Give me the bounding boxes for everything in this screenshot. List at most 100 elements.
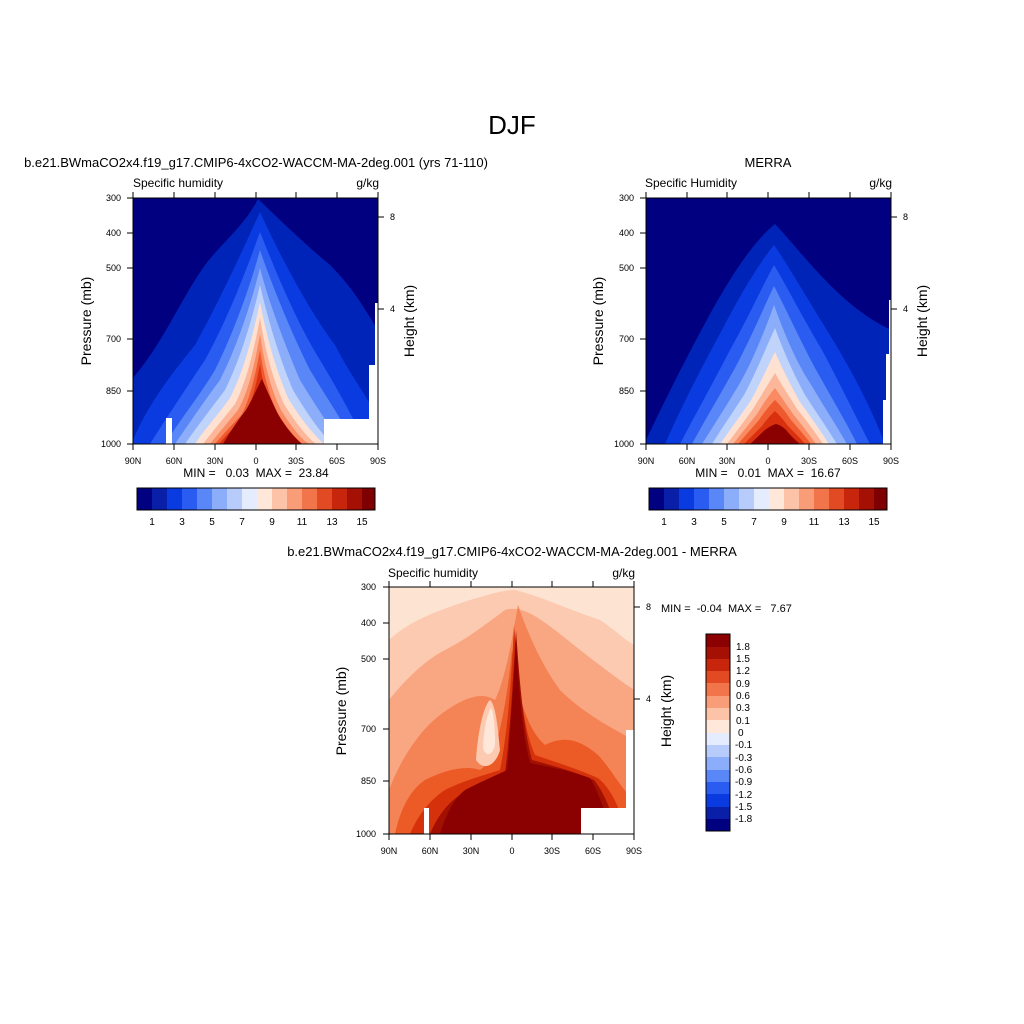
y-tick-1000: 1000 <box>356 829 376 839</box>
obs-y-ticks: 300 400 500 700 850 1000 <box>614 193 634 449</box>
diff-level-7 <box>440 640 612 834</box>
cbar-label-15: 15 <box>868 517 880 528</box>
cbar-box-6 <box>212 488 227 510</box>
cbar-box-9 <box>257 488 272 510</box>
cbar-label-15: 15 <box>356 517 368 528</box>
panel-model: b.e21.BWmaCO2x4.f19_g17.CMIP6-4xCO2-WACC… <box>24 155 488 528</box>
x-tick-30s: 30S <box>288 456 304 466</box>
cbar-label-7: 7 <box>751 517 757 528</box>
y-tick-500: 500 <box>361 654 376 664</box>
x-tick-60n: 60N <box>166 456 183 466</box>
obs-left-label: Specific Humidity <box>645 176 737 190</box>
x-tick-90s: 90S <box>370 456 386 466</box>
model-right-axis-label: Height (km) <box>401 285 417 357</box>
height-tick-4: 4 <box>646 694 651 704</box>
cbar-box-2 <box>152 488 167 510</box>
cbar-box-14 <box>706 794 730 807</box>
height-tick-8: 8 <box>390 212 395 222</box>
panel-obs: MERRA Specific Humidity g/kg 300 400 500 <box>590 155 930 528</box>
cbar-labels: 1.8 1.5 1.2 0.9 0.6 0.3 0.1 0 -0.1 -0.3 … <box>735 642 753 825</box>
y-tick-1000: 1000 <box>101 439 121 449</box>
x-tick-60s: 60S <box>842 456 858 466</box>
cbar-label-1-8: 1.8 <box>736 642 750 653</box>
cbar-labels: 1 3 5 7 9 11 13 15 <box>149 517 368 528</box>
model-y-ticks: 300 400 500 700 850 1000 <box>101 193 121 449</box>
cbar-label-9: 9 <box>781 517 787 528</box>
cbar-box-10 <box>784 488 799 510</box>
cbar-box-7 <box>706 708 730 720</box>
cbar-box-14 <box>844 488 859 510</box>
cbar-label-11: 11 <box>297 517 308 528</box>
y-tick-500: 500 <box>619 263 634 273</box>
diff-right-label: g/kg <box>612 566 635 580</box>
model-colorbar: 1 3 5 7 9 11 13 15 <box>136 487 376 528</box>
model-title: b.e21.BWmaCO2x4.f19_g17.CMIP6-4xCO2-WACC… <box>24 155 488 170</box>
cbar-label-7: 7 <box>239 517 245 528</box>
obs-missing-3 <box>889 300 891 354</box>
cbar-box-13 <box>829 488 844 510</box>
y-tick-700: 700 <box>619 334 634 344</box>
cbar-label-1-5: 1.5 <box>736 654 750 665</box>
cbar-frame <box>705 633 731 832</box>
y-tick-300: 300 <box>619 193 634 203</box>
cbar-label-neg-0-6: -0.6 <box>735 765 753 776</box>
x-tick-30n: 30N <box>719 456 736 466</box>
cbar-box-8 <box>754 488 769 510</box>
cbar-box-8 <box>706 720 730 733</box>
diff-contours <box>389 587 634 834</box>
y-tick-400: 400 <box>361 618 376 628</box>
diff-pocket-2 <box>483 708 495 755</box>
cbar-box-6 <box>724 488 739 510</box>
diff-missing-3 <box>626 730 634 808</box>
cbar-box-11 <box>287 488 302 510</box>
cbar-box-7 <box>739 488 754 510</box>
cbar-label-neg-1-8: -1.8 <box>735 814 753 825</box>
cbar-box-7 <box>227 488 242 510</box>
model-x-ticks: 90N 60N 30N 0 30S 60S 90S <box>125 456 386 466</box>
obs-colorbar: 1 3 5 7 9 11 13 15 <box>648 487 888 528</box>
cbar-box-4 <box>694 488 709 510</box>
cbar-label-1-2: 1.2 <box>736 666 750 677</box>
cbar-box-15 <box>347 488 362 510</box>
cbar-labels: 1 3 5 7 9 11 13 15 <box>661 517 880 528</box>
cbar-label-0-1: 0.1 <box>736 716 750 727</box>
cbar-frame <box>136 487 376 511</box>
obs-x-ticks: 90N 60N 30N 0 30S 60S 90S <box>638 456 899 466</box>
diff-tick-marks <box>383 581 640 840</box>
cbar-box-13 <box>706 782 730 794</box>
obs-height-ticks: 8 4 <box>903 212 908 314</box>
cbar-box-3 <box>167 488 182 510</box>
y-tick-400: 400 <box>619 228 634 238</box>
model-missing-2 <box>324 419 378 444</box>
diff-right-axis-label: Height (km) <box>658 675 674 747</box>
cbar-box-12 <box>706 770 730 782</box>
cbar-label-neg-0-3: -0.3 <box>735 753 753 764</box>
cbar-label-neg-0-9: -0.9 <box>735 777 753 788</box>
cbar-label-9: 9 <box>269 517 275 528</box>
cbar-box-10 <box>706 745 730 757</box>
model-contours <box>133 198 378 444</box>
x-tick-0: 0 <box>509 846 514 856</box>
cbar-label-0-3: 0.3 <box>736 703 750 714</box>
cbar-box-13 <box>317 488 332 510</box>
model-level-12 <box>223 379 302 444</box>
x-tick-30s: 30S <box>801 456 817 466</box>
cbar-label-1: 1 <box>149 517 155 528</box>
cbar-box-11 <box>799 488 814 510</box>
cbar-box-4 <box>182 488 197 510</box>
diff-missing-1 <box>424 808 429 834</box>
obs-y-axis-label: Pressure (mb) <box>590 277 606 366</box>
x-tick-90s: 90S <box>626 846 642 856</box>
obs-tick-marks <box>640 192 897 450</box>
cbar-box-4 <box>706 671 730 683</box>
cbar-label-neg-1-5: -1.5 <box>735 802 753 813</box>
cbar-box-5 <box>706 683 730 696</box>
model-stats: MIN = 0.03 MAX = 23.84 <box>183 466 329 480</box>
page-title: DJF <box>488 110 536 140</box>
cbar-box-2 <box>706 647 730 659</box>
cbar-box-11 <box>706 757 730 770</box>
obs-stats: MIN = 0.01 MAX = 16.67 <box>695 466 841 480</box>
cbar-label-3: 3 <box>179 517 185 528</box>
obs-title: MERRA <box>745 155 792 170</box>
height-tick-4: 4 <box>903 304 908 314</box>
